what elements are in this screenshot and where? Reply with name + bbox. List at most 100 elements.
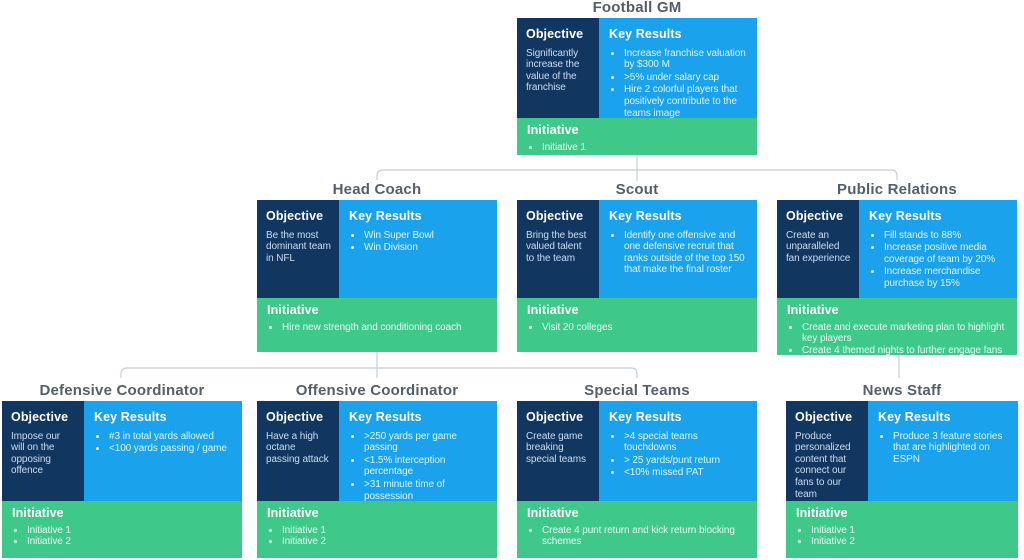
initiative-section: Initiative Create 4 punt return and kick… xyxy=(517,501,757,558)
objective-section: Objective Create an unparalleled fan exp… xyxy=(777,200,859,298)
initiative-heading: Initiative xyxy=(12,506,64,520)
key-results-list: Fill stands to 88%Increase positive medi… xyxy=(869,230,1009,290)
initiative-item: Initiative 1 xyxy=(541,142,747,154)
initiative-section: Initiative Create and execute marketing … xyxy=(777,298,1017,355)
card-upper-row: Objective Create an unparalleled fan exp… xyxy=(777,200,1017,298)
card-upper-row: Objective Produce personalized content t… xyxy=(786,401,1018,501)
connector-level3-rail xyxy=(120,367,638,378)
key-results-heading: Key Results xyxy=(349,410,422,424)
key-result-item: Identify one offensive and one defensive… xyxy=(623,230,749,276)
initiative-item: Initiative 1 xyxy=(281,525,487,537)
card-title: Special Teams xyxy=(584,382,690,399)
card-title: Offensive Coordinator xyxy=(295,382,459,399)
initiative-heading: Initiative xyxy=(787,303,839,317)
initiative-heading: Initiative xyxy=(796,506,848,520)
connector-level2-rail xyxy=(376,169,898,180)
objective-heading: Objective xyxy=(11,410,69,424)
key-result-item: <100 yards passing / game xyxy=(108,443,234,455)
initiative-list: Create 4 punt return and kick return blo… xyxy=(527,525,747,549)
card-upper-row: Objective Be the most dominant team in N… xyxy=(257,200,497,298)
key-result-item: > 25 yards/punt return xyxy=(623,455,749,467)
objective-text: Have a high octane passing attack xyxy=(266,430,329,465)
objective-section: Objective Impose our will on the opposin… xyxy=(2,401,84,501)
initiative-section: Initiative Hire new strength and conditi… xyxy=(257,298,497,352)
key-results-heading: Key Results xyxy=(94,410,167,424)
card-upper-row: Objective Significantly increase the val… xyxy=(517,18,757,118)
key-results-list: Identify one offensive and one defensive… xyxy=(609,230,749,276)
card-title: Public Relations xyxy=(837,181,957,198)
initiative-item: Hire new strength and conditioning coach xyxy=(281,322,487,334)
initiative-list: Hire new strength and conditioning coach xyxy=(267,322,487,334)
initiative-heading: Initiative xyxy=(267,303,319,317)
key-result-item: Increase franchise valuation by $300 M xyxy=(623,48,749,71)
objective-text: Impose our will on the opposing offence xyxy=(11,430,61,477)
key-results-section: Key Results Win Super BowlWin Division xyxy=(339,200,497,298)
objective-heading: Objective xyxy=(526,27,584,41)
objective-text: Create game breaking special teams xyxy=(526,430,586,465)
objective-text: Produce personalized content that connec… xyxy=(795,430,851,500)
card-title: News Staff xyxy=(862,382,942,399)
key-results-section: Key Results >4 special teams touchdowns>… xyxy=(599,401,757,501)
objective-text: Bring the best valued talent to the team xyxy=(526,229,587,264)
objective-heading: Objective xyxy=(266,209,324,223)
initiative-list: Initiative 1Initiative 2 xyxy=(12,525,232,549)
initiative-heading: Initiative xyxy=(267,506,319,520)
okr-card-head-coach[interactable]: Objective Be the most dominant team in N… xyxy=(257,200,497,352)
key-results-section: Key Results Increase franchise valuation… xyxy=(599,18,757,118)
okr-card-offensive-coordinator[interactable]: Objective Have a high octane passing att… xyxy=(257,401,497,558)
objective-section: Objective Significantly increase the val… xyxy=(517,18,599,118)
initiative-heading: Initiative xyxy=(527,123,579,137)
card-upper-row: Objective Have a high octane passing att… xyxy=(257,401,497,501)
initiative-section: Initiative Initiative 1 xyxy=(517,118,757,155)
objective-section: Objective Have a high octane passing att… xyxy=(257,401,339,501)
key-result-item: <10% missed PAT xyxy=(623,467,749,479)
key-result-item: Hire 2 colorful players that positively … xyxy=(623,84,749,118)
card-upper-row: Objective Impose our will on the opposin… xyxy=(2,401,242,501)
card-title: Scout xyxy=(615,181,659,198)
initiative-item: Create 4 punt return and kick return blo… xyxy=(541,525,747,549)
initiative-item: Initiative 2 xyxy=(810,536,1008,548)
card-upper-row: Objective Create game breaking special t… xyxy=(517,401,757,501)
initiative-list: Initiative 1Initiative 2 xyxy=(796,525,1008,549)
objective-section: Objective Bring the best valued talent t… xyxy=(517,200,599,298)
card-title: Defensive Coordinator xyxy=(39,382,205,399)
okr-card-scout[interactable]: Objective Bring the best valued talent t… xyxy=(517,200,757,352)
key-result-item: Produce 3 feature stories that are highl… xyxy=(892,431,1010,466)
objective-section: Objective Be the most dominant team in N… xyxy=(257,200,339,298)
initiative-list: Create and execute marketing plan to hig… xyxy=(787,322,1007,355)
key-result-item: Win Division xyxy=(363,242,489,254)
initiative-item: Visit 20 colleges xyxy=(541,322,747,334)
initiative-section: Initiative Initiative 1Initiative 2 xyxy=(257,501,497,558)
key-results-section: Key Results >250 yards per game passing<… xyxy=(339,401,497,501)
objective-heading: Objective xyxy=(795,410,853,424)
key-results-heading: Key Results xyxy=(609,209,682,223)
objective-heading: Objective xyxy=(786,209,844,223)
objective-section: Objective Produce personalized content t… xyxy=(786,401,868,501)
okr-card-football-gm[interactable]: Objective Significantly increase the val… xyxy=(517,18,757,155)
objective-text: Create an unparalleled fan experience xyxy=(786,229,851,264)
card-group-defensive-coordinator: Defensive Coordinator Objective Impose o… xyxy=(2,382,242,558)
key-result-item: >250 yards per game passing xyxy=(363,431,489,454)
key-results-section: Key Results #3 in total yards allowed<10… xyxy=(84,401,242,501)
key-result-item: >5% under salary cap xyxy=(623,72,749,84)
key-results-heading: Key Results xyxy=(878,410,951,424)
initiative-heading: Initiative xyxy=(527,506,579,520)
key-result-item: Win Super Bowl xyxy=(363,230,489,242)
initiative-list: Initiative 1 xyxy=(527,142,747,154)
card-group-special-teams: Special Teams Objective Create game brea… xyxy=(517,382,757,558)
key-result-item: Increase merchandise purchase by 15% xyxy=(883,266,1009,289)
initiative-item: Create 4 themed nights to further engage… xyxy=(801,345,1007,355)
okr-card-special-teams[interactable]: Objective Create game breaking special t… xyxy=(517,401,757,558)
initiative-list: Visit 20 colleges xyxy=(527,322,747,334)
okr-card-news-staff[interactable]: Objective Produce personalized content t… xyxy=(786,401,1018,558)
key-results-heading: Key Results xyxy=(609,410,682,424)
objective-heading: Objective xyxy=(526,209,584,223)
key-results-list: Produce 3 feature stories that are highl… xyxy=(878,431,1010,466)
initiative-item: Initiative 1 xyxy=(26,525,232,537)
key-result-item: Fill stands to 88% xyxy=(883,230,1009,242)
card-group-public-relations: Public Relations Objective Create an unp… xyxy=(777,181,1017,355)
okr-card-public-relations[interactable]: Objective Create an unparalleled fan exp… xyxy=(777,200,1017,355)
key-result-item: #3 in total yards allowed xyxy=(108,431,234,443)
objective-text: Significantly increase the value of the … xyxy=(526,47,580,94)
okr-card-defensive-coordinator[interactable]: Objective Impose our will on the opposin… xyxy=(2,401,242,558)
